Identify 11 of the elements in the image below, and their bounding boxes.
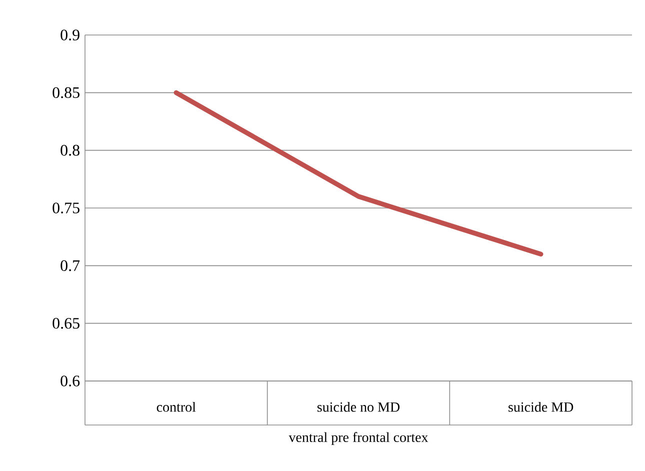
y-tick-label: 0.7 [60,260,80,272]
y-tick-label: 0.8 [60,144,80,156]
x-tick-label: control [156,402,196,412]
y-tick-label: 0.9 [60,30,80,40]
y-tick-label: 0.6 [60,376,80,386]
x-axis-title: ventral pre frontal cortex [288,432,428,445]
y-tick-label: 0.75 [52,202,80,214]
x-tick-label: suicide no MD [317,402,400,412]
y-tick-label: 0.85 [52,87,80,98]
y-tick-label: 0.65 [52,318,80,329]
x-tick-label: suicide MD [508,402,574,412]
